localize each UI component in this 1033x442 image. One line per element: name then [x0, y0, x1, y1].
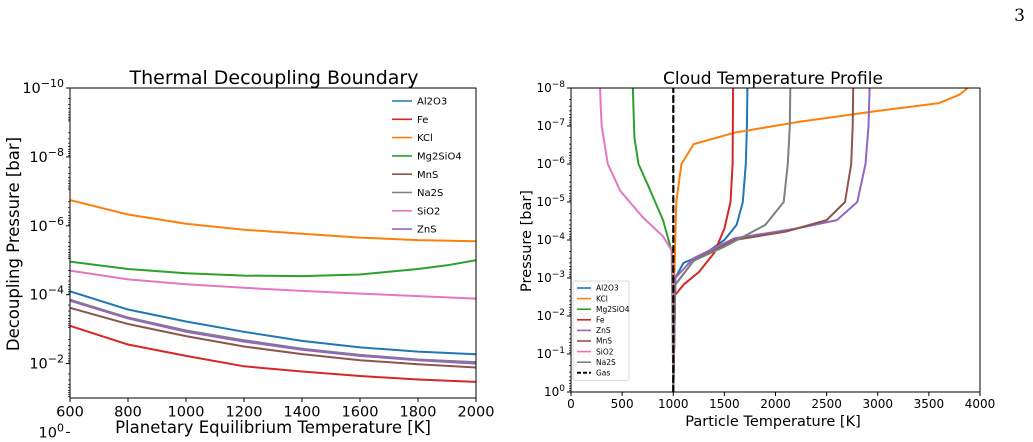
plot-area [69, 87, 477, 399]
x-tick-label: 1000 [168, 405, 205, 421]
axes-frame [570, 87, 981, 393]
x-tick-labels: 0 500 1000 1500 2000 2500 3000 3500 4000 [567, 392, 995, 411]
x-tick-label: 2000 [760, 397, 791, 411]
x-tick-label: 800 [114, 405, 142, 421]
legend-label: Mg2SiO4 [596, 305, 630, 314]
x-tick-labels: 600 800 1000 1200 1400 1600 1800 2000 [56, 398, 494, 421]
chart-title: Thermal Decoupling Boundary [129, 67, 419, 89]
y-tick-label: 10−5 [536, 194, 565, 209]
y-axis-label: Decoupling Pressure [bar] [4, 137, 23, 351]
series-line-fe [70, 324, 476, 383]
x-tick-label: 1200 [226, 405, 263, 421]
axes-frame [69, 87, 477, 399]
legend-label: ZnS [596, 326, 611, 335]
legend-label: KCl [596, 294, 608, 303]
chart-thermal-decoupling: Thermal Decoupling Boundary 600 800 1000 12… [4, 67, 494, 442]
legend-label: Fe [417, 115, 428, 126]
page-number: 3 [1014, 6, 1025, 26]
series-line-kcl [672, 88, 969, 392]
y-tick-label: 10−3 [536, 270, 565, 285]
x-tick-label: 3000 [862, 397, 893, 411]
plot-area [570, 87, 981, 393]
y-tick-label: 100 [39, 421, 64, 441]
y-tick-label: 10−10 [22, 77, 64, 97]
series-line-mns [672, 88, 855, 392]
y-tick-label: 10−8 [536, 80, 565, 95]
series-group [70, 199, 476, 383]
series-line-kcl [70, 199, 476, 243]
x-tick-label: 1600 [342, 405, 379, 421]
series-group [599, 88, 969, 392]
legend-label: SiO2 [417, 206, 440, 217]
y-tick-label: 10−1 [536, 346, 565, 361]
series-line-mns [70, 306, 476, 369]
legend-label: MnS [417, 170, 438, 181]
legend-frame [572, 280, 630, 381]
x-tick-label: 1500 [709, 397, 740, 411]
series-line-sio2 [599, 88, 675, 392]
y-tick-labels: 100 10−1 10−2 10−3 10−4 10−5 10−6 10−7 10−8 [536, 80, 571, 399]
x-tick-label: 1800 [400, 405, 437, 421]
x-tick-label: 0 [567, 397, 575, 411]
legend-label: Gas [596, 369, 610, 378]
x-tick-label: 2500 [811, 397, 842, 411]
x-axis-label: Particle Temperature [K] [685, 414, 860, 430]
y-tick-label: 100 [544, 384, 565, 399]
legend-label: Mg2SiO4 [417, 152, 462, 163]
series-line-na2s [672, 88, 792, 392]
legend-label: Al2O3 [417, 97, 447, 108]
x-axis-label: Planetary Equilibrium Temperature [K] [115, 418, 431, 437]
y-tick-label: 10−6 [536, 156, 565, 171]
series-line-sio2 [70, 269, 476, 300]
y-tick-label: 10−2 [536, 308, 565, 323]
legend-label: Al2O3 [596, 284, 619, 293]
legend-label: Na2S [596, 358, 616, 367]
chart-cloud-temperature-profile: Cloud Temperature Profile 0 500 1000 1500 20… [519, 69, 995, 430]
x-tick-label: 600 [56, 405, 84, 421]
x-tick-label: 1000 [658, 397, 689, 411]
series-line-fe [672, 88, 735, 392]
series-line-na2s [70, 298, 476, 364]
series-line-al2o3 [672, 88, 749, 392]
x-tick-label: 500 [611, 397, 634, 411]
y-axis-label: Pressure [bar] [519, 190, 535, 292]
y-tick-label: 10−7 [536, 118, 565, 133]
legend-label: MnS [596, 337, 612, 346]
y-tick-label: 10−2 [29, 353, 64, 373]
series-line-al2o3 [70, 290, 476, 356]
x-tick-label: 2000 [458, 405, 495, 421]
y-tick-label: 10−4 [536, 232, 565, 247]
legend-label: SiO2 [596, 347, 614, 356]
legend-label: Na2S [417, 188, 443, 199]
legend-label: Fe [596, 316, 605, 325]
chart-title: Cloud Temperature Profile [663, 69, 883, 89]
x-tick-label: 4000 [965, 397, 996, 411]
y-tick-label: 10−6 [29, 215, 64, 235]
y-tick-labels: 100 10−2 10−4 10−6 10−8 10−10 [22, 77, 70, 442]
y-tick-label: 10−8 [29, 146, 64, 166]
series-line-mg2sio4 [70, 259, 476, 278]
legend-label: KCl [417, 133, 433, 144]
legend-label: ZnS [417, 225, 437, 236]
x-tick-label: 1400 [284, 405, 321, 421]
y-tick-label: 10−4 [29, 284, 64, 304]
series-line-zns [70, 299, 476, 365]
series-line-mg2sio4 [631, 88, 675, 392]
series-line-zns [672, 88, 871, 392]
legend: Al2O3 Fe KCl Mg2SiO4 MnS Na2S SiO2 ZnS [392, 97, 462, 236]
x-tick-label: 3500 [914, 397, 945, 411]
